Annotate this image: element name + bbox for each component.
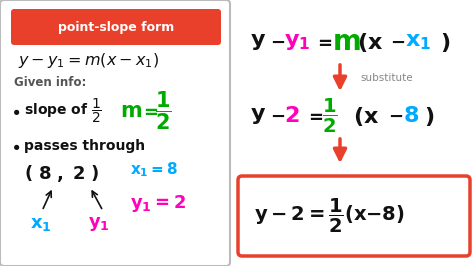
Text: $\mathbf{=}$: $\mathbf{=}$: [305, 107, 324, 125]
Text: $\mathbf{2}$: $\mathbf{2}$: [284, 106, 300, 126]
Text: $\mathbf{y_1}$: $\mathbf{y_1}$: [88, 215, 110, 233]
Text: $\mathbf{( \ 8 \ , \ 2 \ )}$: $\mathbf{( \ 8 \ , \ 2 \ )}$: [24, 164, 100, 185]
Text: substitute: substitute: [360, 73, 413, 83]
Text: $y - y_1 = m(x - x_1)$: $y - y_1 = m(x - x_1)$: [18, 52, 159, 70]
Text: Given info:: Given info:: [14, 76, 86, 89]
FancyBboxPatch shape: [11, 9, 221, 45]
Text: $\mathbf{m}$: $\mathbf{m}$: [332, 28, 361, 56]
Text: $\mathbf{-}$: $\mathbf{-}$: [390, 33, 405, 51]
Text: $\bullet$: $\bullet$: [10, 102, 20, 120]
Text: $\mathbf{8}$: $\mathbf{8}$: [403, 106, 419, 126]
FancyBboxPatch shape: [0, 0, 230, 266]
Text: $\mathbf{(x}$: $\mathbf{(x}$: [357, 31, 383, 53]
Text: $\mathbf{)}$: $\mathbf{)}$: [424, 105, 434, 127]
Text: $\mathbf{y}$: $\mathbf{y}$: [250, 106, 266, 126]
Text: $\mathbf{x_1}$: $\mathbf{x_1}$: [30, 215, 52, 233]
Text: $\mathbf{y_1 = 2}$: $\mathbf{y_1 = 2}$: [130, 193, 186, 214]
Text: $\mathbf{y - 2 = \dfrac{1}{2}(x{-}8)}$: $\mathbf{y - 2 = \dfrac{1}{2}(x{-}8)}$: [254, 197, 405, 235]
Text: $\mathbf{x_1}$: $\mathbf{x_1}$: [405, 32, 431, 52]
Text: $\mathbf{y_1}$: $\mathbf{y_1}$: [284, 32, 310, 52]
Text: $\mathbf{)}$: $\mathbf{)}$: [440, 31, 450, 53]
Text: passes through: passes through: [24, 139, 145, 153]
Text: slope of $\dfrac{1}{2}$: slope of $\dfrac{1}{2}$: [24, 97, 102, 125]
Text: $\mathbf{y}$: $\mathbf{y}$: [250, 32, 266, 52]
Text: $\mathbf{=}$: $\mathbf{=}$: [314, 33, 333, 51]
Text: $\mathbf{(x}$: $\mathbf{(x}$: [353, 105, 379, 127]
Text: $\mathbf{m}$: $\mathbf{m}$: [120, 101, 142, 121]
Text: $\mathbf{-}$: $\mathbf{-}$: [388, 107, 403, 125]
Text: point-slope form: point-slope form: [58, 20, 174, 34]
Text: $\bullet$: $\bullet$: [10, 137, 20, 155]
Text: $\mathbf{-}$: $\mathbf{-}$: [270, 33, 285, 51]
Text: $\dfrac{\mathbf{1}}{\mathbf{2}}$: $\dfrac{\mathbf{1}}{\mathbf{2}}$: [322, 97, 337, 135]
Text: $\mathbf{=}$: $\mathbf{=}$: [140, 102, 159, 120]
FancyBboxPatch shape: [238, 176, 470, 256]
Text: $\mathbf{x_1 = 8}$: $\mathbf{x_1 = 8}$: [130, 161, 178, 179]
Text: $\dfrac{\mathbf{1}}{\mathbf{2}}$: $\dfrac{\mathbf{1}}{\mathbf{2}}$: [155, 90, 172, 132]
Text: $\mathbf{-}$: $\mathbf{-}$: [270, 107, 285, 125]
